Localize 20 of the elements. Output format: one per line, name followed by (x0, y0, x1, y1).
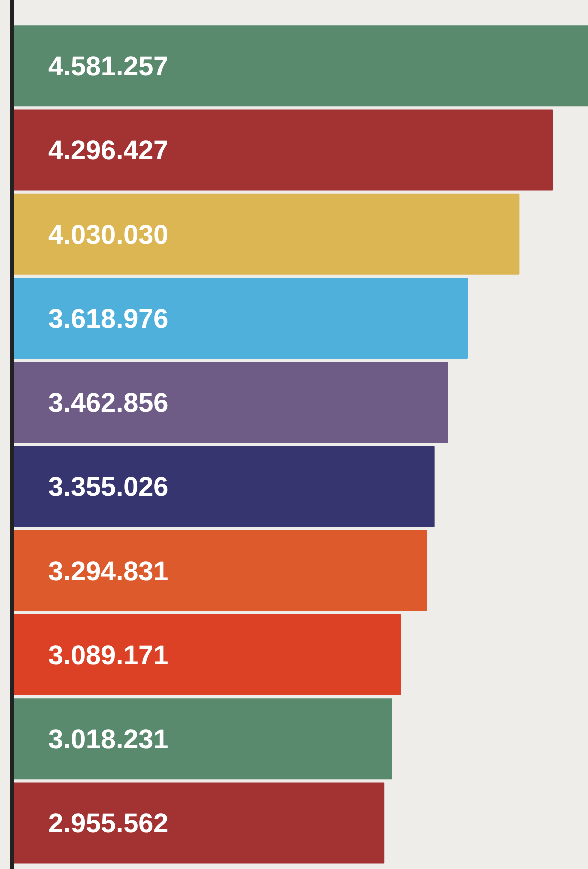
data-label: 4.030.030 (48, 220, 169, 250)
data-label: 3.089.171 (48, 640, 169, 670)
bar (12, 26, 588, 107)
data-label: 2.955.562 (48, 808, 169, 839)
data-label: 3.618.976 (48, 304, 169, 334)
data-label: 3.355.026 (48, 472, 169, 502)
bar (12, 446, 435, 528)
bar (12, 614, 402, 696)
data-label: 3.294.831 (48, 556, 169, 586)
bar (12, 698, 392, 780)
bar (12, 530, 428, 612)
bar (12, 110, 554, 191)
bar (12, 278, 468, 359)
bar (12, 782, 385, 864)
data-label: 3.462.856 (48, 388, 169, 418)
data-label: 4.296.427 (48, 136, 169, 166)
data-label: 3.018.231 (48, 724, 169, 755)
bar (12, 362, 448, 444)
bar (12, 194, 520, 275)
data-label: 4.581.257 (48, 52, 169, 82)
